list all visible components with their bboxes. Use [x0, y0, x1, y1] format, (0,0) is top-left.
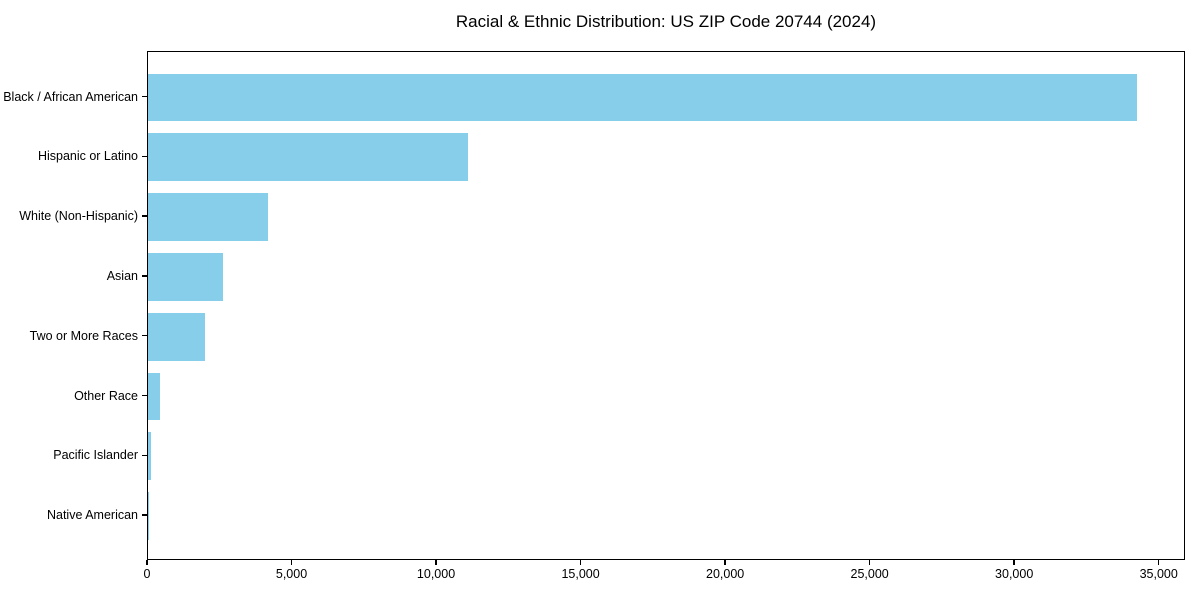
- x-tick-label-30000: 30,000: [995, 567, 1034, 581]
- y-tick-two-or-more-races: [142, 334, 147, 337]
- y-tick-label-white-non-hispanic: White (Non-Hispanic): [19, 208, 138, 223]
- x-tick-label-35000: 35,000: [1139, 567, 1178, 581]
- y-tick-label-asian: Asian: [106, 268, 138, 283]
- y-tick-label-hispanic-or-latino: Hispanic or Latino: [37, 149, 138, 164]
- y-tick-other-race: [142, 394, 147, 397]
- y-tick-label-two-or-more-races: Two or More Races: [29, 328, 138, 343]
- bar-other-race: [148, 372, 160, 421]
- x-tick-label-0: 0: [143, 567, 151, 581]
- y-tick-native-american: [142, 514, 147, 516]
- x-tick-label-20000: 20,000: [705, 567, 745, 581]
- bar-two-or-more-races: [148, 312, 205, 361]
- y-tick-label-black-african-american: Black / African American: [3, 89, 138, 104]
- chart-title: Racial & Ethnic Distribution: US ZIP Cod…: [455, 12, 877, 31]
- y-tick-label-native-american: Native American: [46, 507, 138, 522]
- x-tick-35000: [1157, 560, 1160, 565]
- x-tick-30000: [1013, 560, 1015, 565]
- y-tick-pacific-islander: [142, 454, 147, 457]
- y-tick-label-pacific-islander: Pacific Islander: [53, 448, 138, 463]
- y-tick-hispanic-or-latino: [142, 155, 147, 158]
- y-tick-asian: [142, 275, 147, 277]
- x-tick-25000: [868, 560, 871, 565]
- x-tick-label-15000: 15,000: [561, 567, 600, 581]
- bar-white-non-hispanic: [148, 193, 268, 241]
- bar-pacific-islander: [148, 432, 152, 481]
- bar-hispanic-or-latino: [148, 133, 469, 182]
- bar-asian: [148, 253, 224, 301]
- x-tick-0: [146, 560, 148, 565]
- x-tick-label-25000: 25,000: [850, 567, 889, 581]
- y-tick-white-non-hispanic: [142, 215, 147, 217]
- y-tick-label-other-race: Other Race: [74, 388, 138, 403]
- x-tick-5000: [290, 560, 293, 565]
- bar-black-african-american: [148, 73, 1137, 122]
- x-tick-label-10000: 10,000: [416, 567, 456, 581]
- x-tick-15000: [579, 560, 582, 565]
- plot-area: [147, 51, 1185, 560]
- y-tick-black-african-american: [142, 95, 147, 98]
- x-tick-label-5000: 5,000: [275, 567, 308, 581]
- x-tick-10000: [435, 560, 437, 565]
- bar-native-american: [148, 492, 149, 540]
- x-tick-20000: [724, 560, 726, 565]
